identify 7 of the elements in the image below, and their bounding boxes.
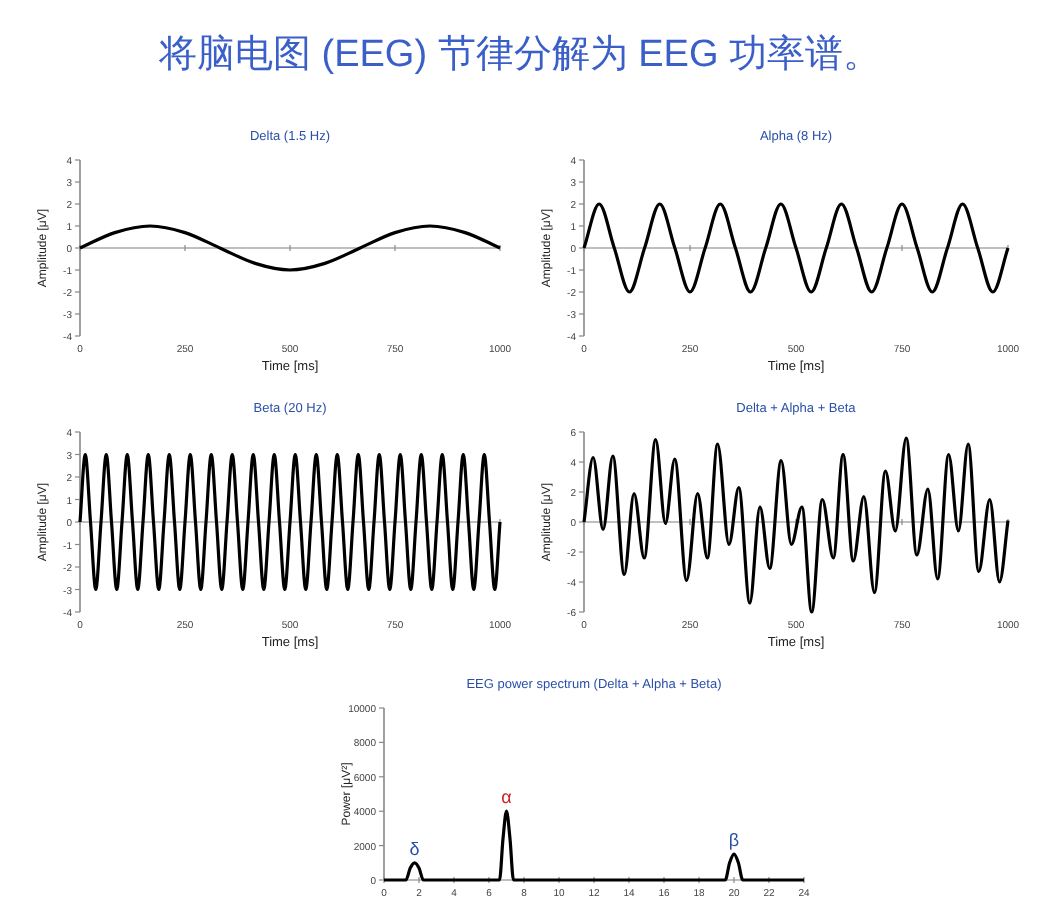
line-series	[382, 809, 806, 882]
line-series	[78, 224, 502, 272]
line-series	[582, 436, 1010, 614]
annotation: β	[728, 830, 740, 851]
text: 将脑电图 (EEG) 节律分解为 EEG 功率谱。	[156, 32, 882, 76]
annotation: α	[501, 787, 512, 808]
annotation: δ	[409, 838, 420, 859]
